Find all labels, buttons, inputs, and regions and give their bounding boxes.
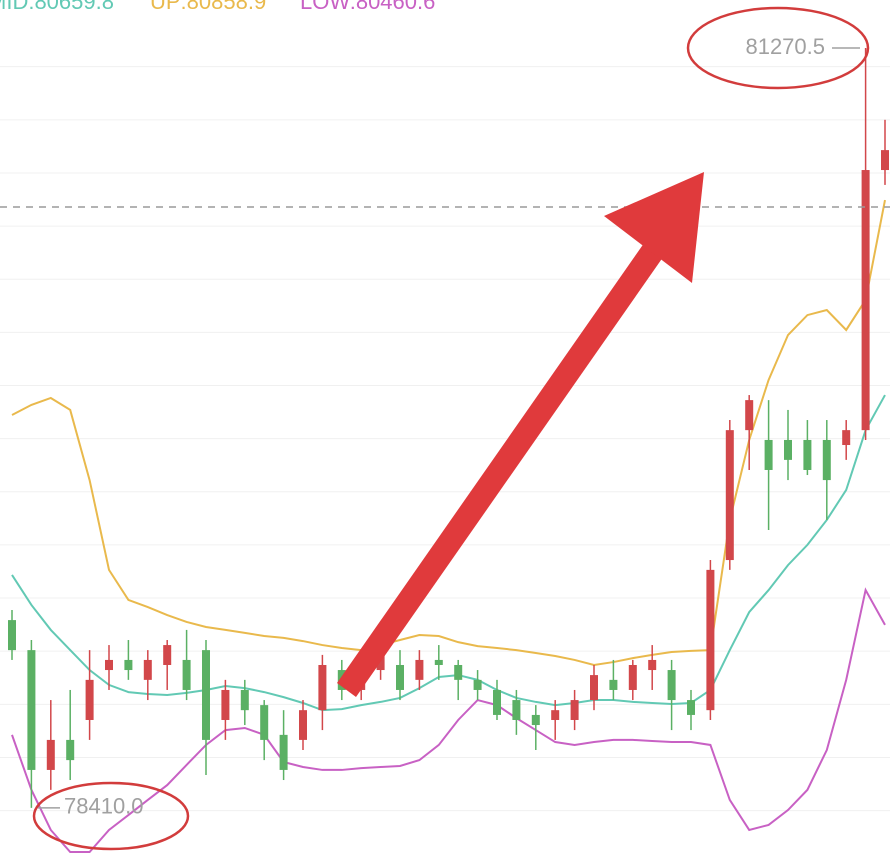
low-label: 78410.0: [64, 794, 144, 819]
candle-body: [784, 439, 792, 460]
arrow-shaft: [337, 236, 668, 697]
candle-body: [415, 659, 424, 680]
candle-body: [764, 439, 773, 470]
candle-body: [493, 689, 501, 715]
overlay: 81270.5 78410.0: [0, 34, 890, 819]
candle-body: [318, 664, 327, 711]
candle-body: [512, 700, 521, 720]
highlight-circle: [32, 781, 190, 851]
candle-body: [202, 650, 210, 740]
candle-body: [396, 664, 404, 690]
candle-body: [803, 439, 812, 470]
arrow: [337, 172, 704, 697]
band-line: [11, 199, 886, 667]
candle-body: [299, 710, 307, 740]
candle-body: [590, 675, 598, 701]
candle-body: [570, 700, 579, 720]
candle-body: [260, 705, 269, 740]
candle-body: [85, 679, 94, 720]
candle-body: [8, 620, 16, 651]
candle-body: [473, 679, 482, 690]
candle-body: [46, 739, 55, 770]
candle-body: [27, 650, 36, 770]
candle-body: [143, 659, 152, 680]
candle-body: [725, 430, 734, 561]
candle-body: [628, 664, 637, 690]
legend-entry: LOW:80460.6: [300, 0, 435, 14]
candle-body: [745, 400, 754, 431]
candle-body: [434, 659, 443, 665]
band-line: [11, 587, 886, 854]
high-label: 81270.5: [745, 34, 825, 59]
candle-body: [66, 739, 75, 761]
candle-body: [609, 679, 618, 690]
candle-body: [861, 170, 870, 431]
highlight-circle: [686, 6, 870, 90]
candle-body: [551, 710, 560, 720]
bands: [11, 199, 886, 854]
candle-body: [531, 714, 540, 726]
legend-entry: UP:80858.9: [150, 0, 266, 14]
candle-body: [124, 659, 133, 671]
candle-body: [163, 645, 172, 665]
candle-body: [706, 569, 715, 711]
candle-body: [279, 734, 288, 770]
candle-body: [687, 700, 695, 715]
candle-body: [454, 664, 463, 680]
candle-body: [822, 439, 831, 481]
candle-body: [221, 689, 230, 720]
candle-body: [842, 430, 851, 446]
candle-body: [240, 689, 249, 711]
legend-entry: MID:80659.8: [0, 0, 114, 14]
candle-body: [648, 659, 657, 671]
candles: [8, 47, 889, 808]
grid: [0, 66, 890, 812]
candle-body: [105, 659, 113, 671]
arrow-head: [604, 172, 704, 283]
candle-body: [667, 670, 676, 701]
candle-body: [376, 654, 385, 671]
candle-body: [881, 150, 889, 171]
band-line: [11, 394, 886, 712]
candle-body: [182, 659, 191, 690]
legend: MID:80659.8 UP:80858.9 LOW:80460.6: [0, 0, 435, 14]
